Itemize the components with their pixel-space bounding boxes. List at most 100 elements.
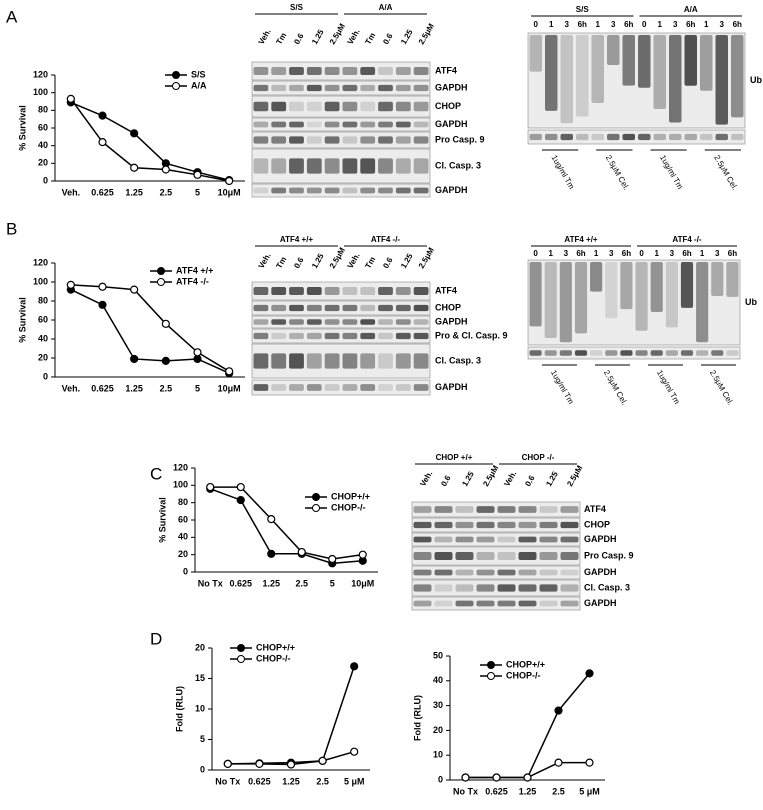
band: [680, 350, 694, 356]
y-tick-label: 60: [178, 514, 188, 524]
data-point: [225, 176, 234, 186]
blot-row: [411, 517, 581, 533]
band: [518, 600, 537, 607]
lane-label: 2.5μM: [328, 22, 347, 46]
series-line: [209, 488, 363, 565]
series-line: [70, 101, 230, 181]
legend-label: CHOP+/+: [506, 659, 545, 669]
band: [253, 121, 269, 128]
band: [476, 536, 495, 543]
band: [378, 101, 393, 112]
band: [289, 304, 304, 312]
band: [518, 506, 537, 513]
band: [395, 304, 411, 312]
legend-marker: [237, 655, 245, 663]
row-label: Ub: [745, 297, 757, 307]
x-tick-label: 2.5: [316, 776, 329, 786]
y-tick-label: 0: [200, 764, 205, 774]
band: [518, 536, 537, 543]
y-tick-label: 100: [33, 276, 48, 286]
row-label: GAPDH: [435, 82, 468, 92]
treatment-label: 2.5μM Cel.: [712, 154, 739, 192]
band: [378, 286, 393, 296]
y-tick-label: 5: [200, 734, 205, 744]
y-tick-label: 0: [43, 371, 48, 381]
row-label: Cl. Casp. 3: [435, 160, 481, 170]
y-tick-label: 120: [33, 69, 48, 79]
y-tick-label: 60: [38, 122, 48, 132]
band: [289, 353, 304, 369]
lane-label: 3: [720, 20, 725, 29]
lane-label: 6h: [578, 20, 587, 29]
blot-row: [251, 131, 431, 149]
data-point: [130, 129, 139, 138]
band: [476, 551, 495, 561]
band: [324, 121, 340, 128]
band: [395, 332, 411, 340]
data-point: [523, 773, 532, 782]
band: [653, 35, 666, 110]
band: [253, 319, 269, 325]
band: [539, 536, 558, 543]
row-label: Pro Casp. 9: [584, 550, 634, 560]
blot-row: [411, 596, 581, 611]
data-point: [461, 773, 470, 782]
band: [289, 319, 304, 325]
band: [650, 262, 663, 313]
data-point: [297, 547, 306, 557]
data-point: [350, 747, 359, 756]
band: [360, 304, 376, 312]
loading-strip: [527, 346, 741, 360]
band: [306, 66, 322, 76]
band: [253, 332, 269, 340]
band: [696, 262, 709, 343]
band: [497, 600, 516, 607]
band: [271, 66, 287, 76]
lane-label: 3: [609, 249, 614, 258]
band: [306, 187, 322, 194]
band: [715, 35, 728, 125]
lane-label: 6h: [622, 249, 631, 258]
band: [476, 569, 495, 576]
lane-label: 1: [658, 20, 663, 29]
band: [476, 600, 495, 607]
band: [620, 262, 633, 310]
lane-label: 6h: [576, 249, 585, 258]
lane-label: 2.5μM: [481, 464, 500, 488]
band: [360, 101, 376, 112]
band: [306, 332, 322, 340]
band: [576, 133, 589, 141]
x-tick-label: 2.5: [295, 578, 308, 588]
band: [684, 133, 697, 141]
band: [545, 35, 558, 111]
band: [497, 536, 516, 543]
legend-marker: [172, 71, 180, 79]
band: [560, 536, 579, 543]
band: [455, 521, 474, 529]
band: [700, 35, 713, 91]
y-tick-label: 0: [43, 175, 48, 185]
band: [413, 304, 429, 312]
x-tick-label: 1.25: [262, 578, 280, 588]
legend-label: CHOP-/-: [256, 653, 291, 663]
blot-row: [251, 80, 431, 96]
x-tick-label: 5: [330, 578, 335, 588]
band: [360, 136, 376, 144]
band: [455, 506, 474, 513]
band: [455, 600, 474, 607]
lane-label: 6h: [733, 20, 742, 29]
band: [289, 121, 304, 128]
band: [324, 384, 340, 391]
data-point: [161, 356, 170, 365]
band: [711, 350, 724, 356]
band: [539, 506, 558, 513]
band: [518, 584, 537, 592]
data-point: [130, 285, 139, 294]
y-tick-label: 40: [38, 140, 48, 150]
band: [559, 350, 572, 356]
x-tick-label: Veh.: [62, 383, 81, 393]
band: [434, 521, 453, 529]
band: [271, 84, 287, 92]
band: [342, 353, 358, 369]
band: [306, 319, 322, 325]
